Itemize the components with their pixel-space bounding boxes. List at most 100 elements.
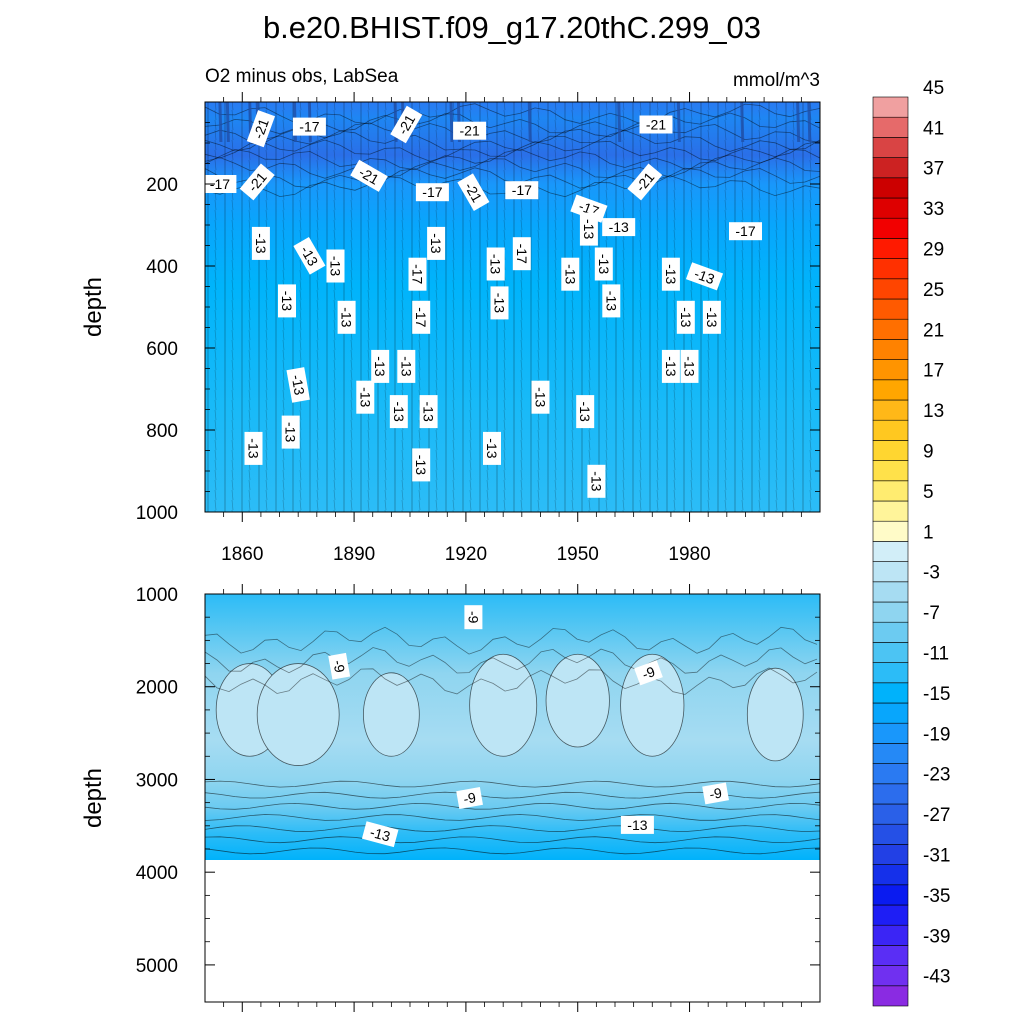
contour-label: -9 — [702, 782, 729, 805]
contour-label: -13 — [389, 395, 408, 429]
contour-label: -9 — [464, 605, 483, 630]
contour-label-box — [281, 415, 300, 449]
contour-label: -9 — [328, 652, 351, 680]
contour-label: -13 — [244, 431, 263, 465]
contour-line — [205, 167, 820, 189]
contour-label-box — [453, 121, 487, 140]
colorbar-box — [872, 258, 909, 280]
upper-ylabel: depth — [80, 277, 107, 337]
contour-label-box — [292, 117, 326, 136]
contour-line — [205, 814, 820, 821]
contour-label-box — [505, 181, 539, 200]
lower-light-regions — [215, 653, 804, 766]
contour-label-text: -13 — [581, 219, 597, 239]
contour-label-box — [456, 787, 483, 809]
contour-label-box — [371, 349, 390, 383]
colorbar-box — [872, 399, 909, 421]
contour-label: -13 — [661, 349, 680, 383]
contour-label-text: -13 — [246, 438, 262, 458]
colorbar-box — [872, 217, 909, 239]
y-tick-label: 3000 — [136, 770, 178, 791]
colorbar-box — [872, 561, 909, 583]
y-tick-label: 1000 — [136, 585, 178, 606]
contour-label-text: -9 — [462, 789, 477, 807]
units-label: mmol/m^3 — [733, 70, 820, 91]
colorbar-box — [872, 702, 909, 724]
contour-label: -13 — [579, 212, 598, 246]
colorbar-tick-label: -43 — [923, 967, 950, 988]
colorbar-box — [872, 743, 909, 764]
contour-label-box — [627, 163, 663, 201]
colorbar-box — [872, 621, 909, 643]
contour-label-box — [512, 237, 531, 271]
contour-label: -13 — [486, 247, 505, 281]
contour-label: -9 — [634, 660, 663, 686]
x-tick-label: 1980 — [668, 544, 710, 565]
contour-label-box — [427, 226, 446, 260]
contour-label: -13 — [587, 464, 606, 498]
colorbar-box — [872, 238, 909, 259]
colorbar-box — [872, 965, 909, 987]
contour-label-text: -21 — [459, 123, 479, 139]
contour-label: -13 — [326, 249, 345, 283]
contour-label-box — [328, 652, 351, 680]
contour-label-text: -13 — [663, 264, 679, 284]
contour-label: -13 — [602, 218, 636, 237]
contour-label: -13 — [278, 284, 296, 318]
contour-label-box — [661, 257, 680, 291]
contour-label-text: -13 — [692, 265, 717, 287]
contour-label: -13 — [661, 257, 680, 291]
contour-label-text: -9 — [465, 611, 481, 624]
colorbar-box — [872, 440, 909, 461]
contour-label-box — [576, 395, 595, 429]
contour-label: -17 — [415, 183, 449, 202]
contour-label: -21 — [246, 110, 276, 148]
colorbar-box — [872, 864, 909, 886]
colorbar: 45 41 37 33 29 25 21 17 13 9 5 1 -3 -7 -11 -15 -19 -23 -27… — [872, 78, 950, 1007]
lower-panel: -9 -9 -9 -9 -9 -13 -13 1000 2000 3000 4000 5000 — [136, 584, 821, 1012]
dark-streak — [740, 102, 745, 143]
contour-label-box — [408, 257, 427, 291]
lower-contour-labels: -9 -9 -9 -9 -9 -13 -13 — [328, 605, 729, 848]
contour-label-text: -13 — [283, 422, 299, 442]
dark-streak — [796, 102, 801, 143]
contour-label: -13 — [531, 380, 550, 414]
contour-line — [205, 802, 820, 810]
contour-label: -17 — [408, 257, 427, 291]
colorbar-tick-label: -23 — [923, 765, 950, 786]
contour-label-box — [389, 395, 408, 429]
y-tick-label: 600 — [146, 339, 178, 360]
contour-label-text: -17 — [410, 264, 426, 284]
contour-label: -17 — [205, 175, 237, 193]
y-tick-label: 5000 — [136, 956, 178, 977]
contour-label-box — [457, 173, 490, 211]
contour-line — [205, 667, 818, 695]
dark-streak — [218, 102, 223, 143]
contour-label: -13 — [356, 380, 375, 414]
contour-label-box — [486, 247, 505, 281]
colorbar-tick-label: 13 — [923, 401, 944, 422]
contour-label-box — [239, 163, 275, 201]
contour-label-text: -13 — [562, 264, 578, 284]
colorbar-box — [872, 177, 909, 199]
contour-label-text: -13 — [596, 254, 612, 274]
colorbar-box — [872, 116, 909, 138]
contour-label-box — [244, 431, 263, 465]
contour-label: -21 — [639, 115, 673, 134]
contour-label-text: -17 — [735, 223, 755, 239]
colorbar-box — [872, 339, 909, 360]
contour-line — [205, 148, 820, 171]
contour-label: -13 — [676, 300, 695, 334]
colorbar-tick-label: 17 — [923, 361, 944, 382]
contour-label-box — [634, 660, 663, 686]
contour-label-text: -13 — [484, 438, 500, 458]
x-tick-label: 1920 — [445, 544, 487, 565]
colorbar-box — [872, 803, 909, 825]
contour-label-box — [286, 367, 310, 403]
colorbar-box — [872, 460, 909, 482]
y-tick-label: 2000 — [136, 678, 178, 699]
contour-label: -13 — [685, 262, 724, 291]
colorbar-tick-label: 1 — [923, 522, 934, 543]
contour-label: -13 — [281, 415, 300, 449]
chart-title: b.e20.BHIST.f09_g17.20thC.299_03 — [263, 10, 761, 45]
